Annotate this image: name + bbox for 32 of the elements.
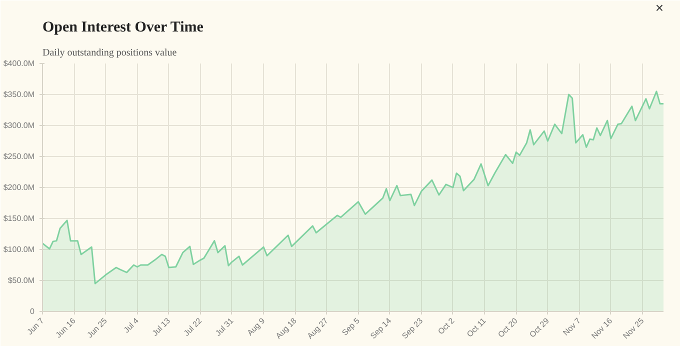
y-tick-label: $150.0M (3, 214, 35, 223)
y-tick-label: 0 (30, 307, 36, 316)
x-tick-label: Sep 23 (400, 316, 425, 341)
x-tick-label: Aug 27 (306, 316, 330, 341)
x-tick-label: Sep 5 (340, 316, 362, 338)
x-tick-label: Nov 25 (621, 316, 646, 341)
y-tick-label: $300.0M (3, 121, 35, 130)
x-tick-label: Nov 16 (590, 316, 614, 341)
x-tick-label: Oct 20 (496, 316, 520, 340)
y-tick-label: $100.0M (3, 245, 35, 254)
text: × (655, 0, 664, 16)
y-tick-label: $250.0M (3, 152, 35, 161)
x-tick-label: Jun 25 (85, 316, 110, 340)
x-tick-label: Oct 29 (528, 316, 552, 340)
x-tick-label: Jun 16 (54, 316, 78, 340)
x-tick-label: Jun 7 (25, 316, 46, 337)
x-tick-label: Oct 2 (436, 316, 457, 336)
x-tick-label: Sep 14 (368, 316, 394, 341)
y-tick-label: $50.0M (8, 276, 35, 285)
chart-title: Open Interest Over Time (42, 20, 204, 36)
y-tick-label: $350.0M (3, 90, 35, 99)
x-tick-label: Aug 18 (274, 316, 299, 341)
x-tick-label: Nov 7 (561, 316, 583, 338)
y-tick-label: $400.0M (3, 59, 35, 68)
chart-subtitle: Daily outstanding positions value (42, 48, 178, 58)
x-tick-label: Jul 4 (122, 316, 141, 335)
y-tick-label: $200.0M (3, 183, 35, 192)
x-tick-label: Jul 22 (182, 316, 204, 338)
x-tick-label: Jul 31 (214, 316, 236, 338)
x-tick-label: Jul 13 (150, 316, 172, 338)
x-tick-label: Oct 11 (465, 316, 488, 339)
x-tick-label: Aug 9 (246, 316, 268, 338)
